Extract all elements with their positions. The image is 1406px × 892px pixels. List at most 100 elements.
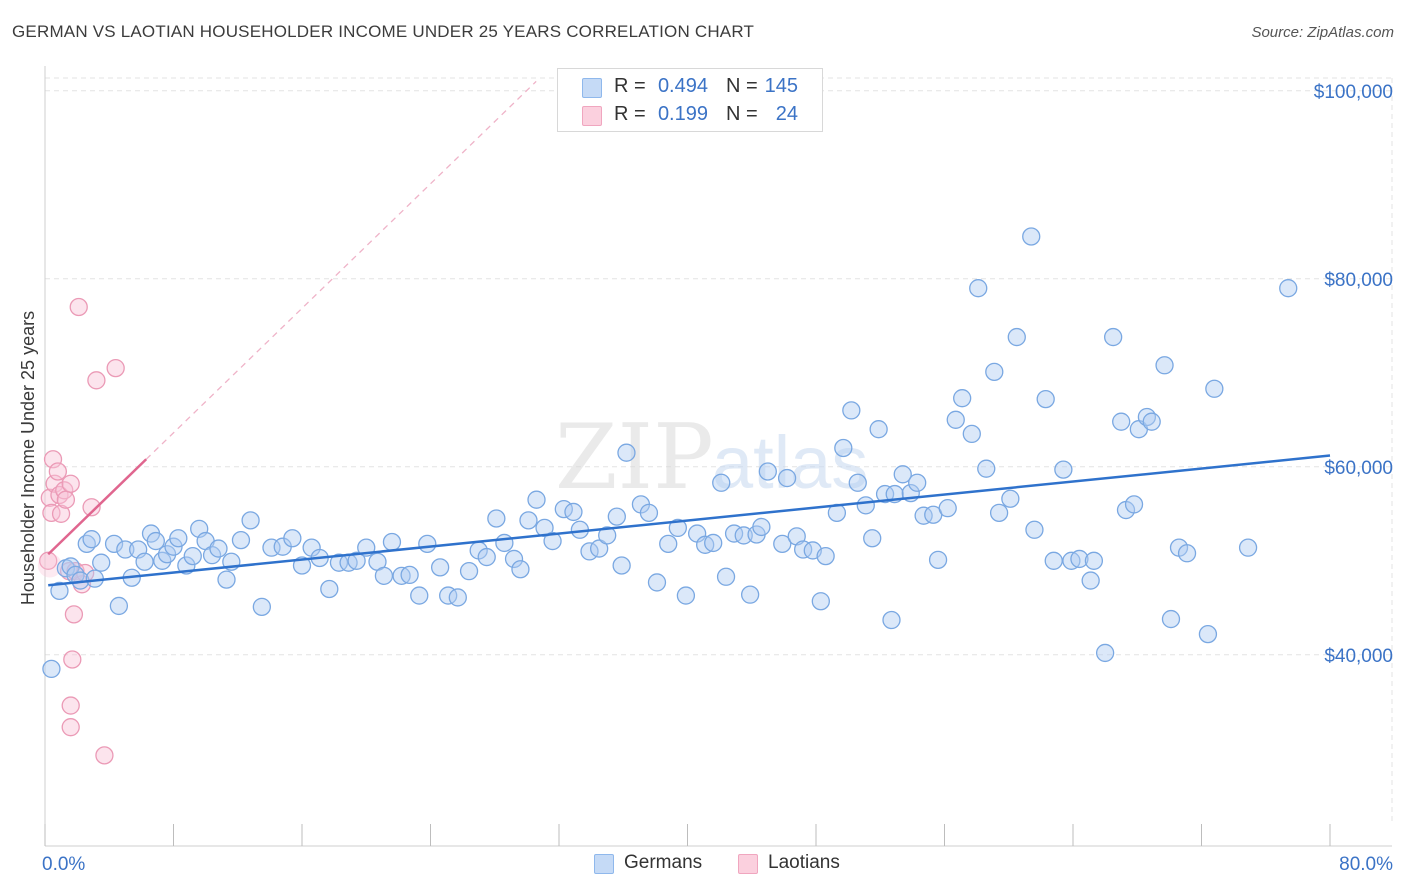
german-point bbox=[292, 556, 312, 575]
german-point bbox=[712, 473, 731, 492]
german-point bbox=[202, 546, 222, 565]
german-point bbox=[716, 567, 736, 586]
trend-lines bbox=[47, 80, 1331, 587]
german-point bbox=[109, 596, 129, 616]
german-point bbox=[811, 592, 830, 611]
german-point bbox=[1205, 379, 1224, 398]
correlation-legend: R = 0.494 N = 145 R = 0.199 N = 24 bbox=[557, 68, 823, 132]
german-point bbox=[1022, 227, 1041, 246]
germans-swatch bbox=[582, 78, 602, 98]
german-point bbox=[1104, 327, 1123, 347]
german-point bbox=[564, 502, 583, 522]
german-point bbox=[962, 424, 981, 444]
german-point bbox=[495, 533, 514, 553]
german-point bbox=[946, 410, 965, 429]
german-point bbox=[92, 553, 111, 572]
german-point bbox=[169, 529, 188, 548]
german-point bbox=[882, 610, 901, 630]
german-point bbox=[863, 529, 882, 548]
gridlines bbox=[45, 77, 1393, 824]
german-point bbox=[647, 573, 667, 592]
laotian-point bbox=[48, 462, 67, 481]
german-point bbox=[842, 401, 861, 420]
german-point bbox=[418, 534, 437, 554]
german-point bbox=[1084, 551, 1104, 570]
german-point bbox=[511, 560, 530, 579]
y-tick-label: $100,000 bbox=[1314, 82, 1393, 103]
german-point bbox=[869, 420, 888, 439]
german-point bbox=[329, 553, 349, 572]
german-point bbox=[1155, 356, 1174, 375]
laotians-trend-extension bbox=[145, 80, 537, 460]
german-point bbox=[928, 550, 948, 570]
german-point bbox=[848, 473, 867, 492]
german-point bbox=[135, 552, 154, 571]
german-point bbox=[617, 443, 636, 462]
laotian-point bbox=[87, 371, 106, 390]
german-point bbox=[487, 509, 506, 528]
german-point bbox=[953, 389, 972, 408]
chart-title: GERMAN VS LAOTIAN HOUSEHOLDER INCOME UND… bbox=[12, 22, 755, 41]
german-point bbox=[320, 579, 339, 599]
german-point bbox=[61, 557, 80, 576]
german-point bbox=[816, 546, 835, 566]
germans-points bbox=[42, 227, 1298, 679]
n-label: N = bbox=[726, 75, 758, 97]
laotians-swatch bbox=[738, 854, 758, 874]
x-tick-label: 80.0% bbox=[1339, 854, 1393, 875]
german-point bbox=[668, 518, 688, 538]
german-point bbox=[893, 465, 912, 484]
german-point bbox=[1054, 460, 1073, 479]
laotian-point bbox=[106, 358, 125, 378]
german-point bbox=[183, 546, 202, 566]
german-point bbox=[856, 496, 875, 515]
n-label: N = bbox=[726, 103, 758, 125]
german-point bbox=[116, 540, 135, 559]
german-point bbox=[1095, 643, 1115, 663]
german-point bbox=[543, 531, 562, 551]
german-point bbox=[347, 551, 366, 570]
n-value: 145 bbox=[764, 75, 798, 97]
laotian-point bbox=[55, 481, 74, 500]
german-point bbox=[834, 438, 853, 458]
german-point bbox=[914, 506, 933, 525]
legend-row-laotians: R = 0.199 N = 24 bbox=[558, 101, 822, 129]
german-point bbox=[773, 534, 792, 554]
r-value: 0.494 bbox=[657, 75, 708, 97]
source-credit: Source: ZipAtlas.com bbox=[1251, 24, 1394, 41]
laotians-trend-line bbox=[47, 458, 148, 556]
y-tick-label: $60,000 bbox=[1324, 458, 1393, 479]
german-point bbox=[209, 539, 228, 558]
laotian-point bbox=[42, 503, 61, 523]
german-point bbox=[704, 533, 723, 553]
laotian-point bbox=[56, 490, 76, 509]
laotian-point bbox=[61, 474, 80, 493]
german-point bbox=[985, 362, 1004, 382]
laotian-point bbox=[64, 605, 84, 624]
german-point bbox=[752, 517, 771, 537]
german-point bbox=[400, 565, 419, 585]
german-point bbox=[157, 545, 177, 564]
german-point bbox=[104, 534, 124, 554]
y-tick-label: $40,000 bbox=[1324, 646, 1393, 667]
german-point bbox=[85, 569, 104, 588]
german-point bbox=[676, 586, 696, 605]
german-point bbox=[374, 566, 394, 585]
german-point bbox=[382, 532, 402, 552]
german-point bbox=[1112, 412, 1131, 431]
german-point bbox=[1007, 327, 1026, 347]
german-point bbox=[1198, 624, 1218, 644]
german-point bbox=[1070, 549, 1089, 569]
german-point bbox=[598, 526, 617, 545]
r-label: R = bbox=[614, 75, 646, 97]
german-point bbox=[1001, 489, 1020, 508]
german-point bbox=[504, 549, 524, 569]
german-point bbox=[908, 473, 927, 492]
x-tick-label: 0.0% bbox=[42, 854, 85, 875]
r-label: R = bbox=[614, 103, 646, 125]
german-point bbox=[410, 586, 429, 605]
legend-label: Laotians bbox=[768, 852, 840, 873]
german-point bbox=[1036, 389, 1055, 409]
german-point bbox=[82, 530, 101, 549]
